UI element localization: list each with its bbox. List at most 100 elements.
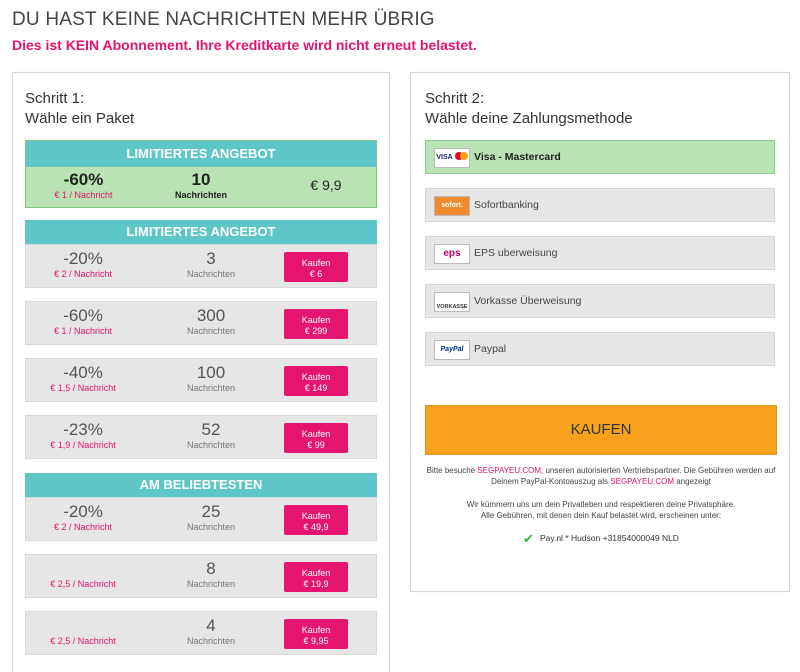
unit-price: € 2 / Nachricht — [53, 522, 113, 532]
count-label: Nachrichten — [186, 269, 236, 279]
buy-package-button[interactable]: Kaufen € 9,95 — [284, 619, 348, 649]
featured-discount-value: -60% — [63, 170, 104, 189]
count-label: Nachrichten — [186, 636, 236, 646]
package-row: -20% € 2 / Nachricht 25 Nachrichten Kaufen… — [25, 497, 377, 541]
discount-value: -20% — [63, 502, 103, 521]
package-discount: -20% € 2 / Nachricht — [38, 249, 128, 279]
count-label: Nachrichten — [186, 383, 236, 393]
payment-method-label: EPS uberweisung — [474, 247, 558, 259]
count-value: 100 — [196, 363, 226, 382]
package-count: 100 Nachrichten — [176, 363, 246, 393]
payment-method-label: Sofortbanking — [474, 199, 539, 211]
unit-price: € 1 / Nachricht — [53, 326, 113, 336]
package-discount: € 2,5 / Nachricht — [38, 559, 128, 589]
package-discount: -60% € 1 / Nachricht — [38, 306, 128, 336]
buy-package-button[interactable]: Kaufen € 49,9 — [284, 505, 348, 535]
unit-price: € 2,5 / Nachricht — [50, 579, 116, 589]
featured-offer[interactable]: LIMITIERTES ANGEBOT -60% € 1 / Nachricht… — [25, 140, 377, 208]
buy-price: € 9,95 — [303, 636, 329, 646]
discount-value: -23% — [63, 420, 103, 439]
count-value: 8 — [206, 559, 216, 578]
count-value: 25 — [201, 502, 221, 521]
package-row: -40% € 1,5 / Nachricht 100 Nachrichten Kau… — [25, 358, 377, 402]
privacy-info-line: Wir kümmern uns um dein Privatleben und … — [466, 500, 736, 509]
featured-count-value: 10 — [191, 170, 211, 189]
billing-info-text: angezeigt — [673, 477, 711, 486]
package-row: -60% € 1 / Nachricht 300 Nachrichten Kaufe… — [25, 301, 377, 345]
privacy-info: Wir kümmern uns um dein Privatleben und … — [423, 499, 779, 521]
buy-price: € 49,9 — [303, 522, 329, 532]
payment-method-eps[interactable]: eps EPS uberweisung — [425, 236, 775, 270]
package-row: -23% € 1,9 / Nachricht 52 Nachrichten Kauf… — [25, 415, 377, 459]
count-label: Nachrichten — [186, 579, 236, 589]
unit-price: € 1,9 / Nachricht — [50, 440, 116, 450]
segpay-link[interactable]: SEGPAYEU.COM — [610, 477, 674, 486]
segpay-link[interactable]: SEGPAYEU.COM — [477, 466, 542, 475]
count-value: 52 — [201, 420, 221, 439]
count-label: Nachrichten — [186, 326, 236, 336]
package-discount: -40% € 1,5 / Nachricht — [38, 363, 128, 393]
unit-price: € 2 / Nachricht — [53, 269, 113, 279]
buy-label: Kaufen — [301, 372, 331, 382]
page-title: DU HAST KEINE NACHRICHTEN MEHR ÜBRIG — [12, 9, 435, 30]
kaufen-button[interactable]: KAUFEN — [425, 405, 777, 455]
featured-count: 10 Nachrichten — [166, 170, 236, 200]
featured-discount: -60% € 1 / Nachricht — [36, 170, 131, 200]
group-header-popular: AM BELIEBTESTEN — [25, 473, 377, 497]
payment-method-paypal[interactable]: PayPal Paypal — [425, 332, 775, 366]
discount-value — [38, 616, 128, 636]
discount-value: -60% — [63, 306, 103, 325]
buy-label: Kaufen — [301, 625, 331, 635]
payment-method-label: Vorkasse Überweisung — [474, 295, 582, 307]
package-count: 4 Nachrichten — [176, 616, 246, 646]
package-panel: Schritt 1: Wähle ein Paket LIMITIERTES A… — [12, 72, 390, 672]
buy-package-button[interactable]: Kaufen € 99 — [284, 423, 348, 453]
package-row: € 2,5 / Nachricht 8 Nachrichten Kaufen € 1… — [25, 554, 377, 598]
featured-offer-header: LIMITIERTES ANGEBOT — [26, 141, 376, 167]
count-value: 3 — [206, 249, 216, 268]
buy-label: Kaufen — [301, 568, 331, 578]
package-discount: -20% € 2 / Nachricht — [38, 502, 128, 532]
buy-price: € 299 — [304, 326, 328, 336]
buy-package-button[interactable]: Kaufen € 6 — [284, 252, 348, 282]
buy-label: Kaufen — [301, 511, 331, 521]
step2-title: Wähle deine Zahlungsmethode — [425, 110, 633, 127]
featured-unit-price: € 1 / Nachricht — [54, 190, 113, 200]
featured-offer-body: -60% € 1 / Nachricht 10 Nachrichten € 9,… — [26, 167, 376, 207]
buy-price: € 6 — [309, 269, 323, 279]
discount-value — [38, 559, 128, 579]
payment-method-sofort[interactable]: sofort. Sofortbanking — [425, 188, 775, 222]
unit-price: € 2,5 / Nachricht — [50, 636, 116, 646]
step1-title: Wähle ein Paket — [25, 110, 135, 127]
package-count: 3 Nachrichten — [176, 249, 246, 279]
payment-method-visa-mastercard[interactable]: VISA Visa - Mastercard — [425, 140, 775, 174]
count-value: 300 — [196, 306, 226, 325]
vorkasse-icon: VORKASSE — [434, 292, 470, 312]
count-label: Nachrichten — [186, 522, 236, 532]
package-count: 8 Nachrichten — [176, 559, 246, 589]
package-count: 25 Nachrichten — [176, 502, 246, 532]
package-count: 52 Nachrichten — [176, 420, 246, 450]
package-discount: -23% € 1,9 / Nachricht — [38, 420, 128, 450]
paypal-icon: PayPal — [434, 340, 470, 360]
merchant-text: Pay.nl * Hudson +31854000049 NLD — [539, 533, 679, 543]
featured-count-label: Nachrichten — [174, 190, 227, 200]
featured-price: € 9,9 — [310, 177, 342, 193]
unit-price: € 1,5 / Nachricht — [50, 383, 116, 393]
buy-label: Kaufen — [301, 315, 331, 325]
payment-method-vorkasse[interactable]: VORKASSE Vorkasse Überweisung — [425, 284, 775, 318]
eps-icon: eps — [434, 244, 470, 264]
buy-package-button[interactable]: Kaufen € 299 — [284, 309, 348, 339]
sofort-icon: sofort. — [434, 196, 470, 216]
buy-package-button[interactable]: Kaufen € 149 — [284, 366, 348, 396]
privacy-info-line: Alle Gebühren, mit denen dein Kauf belas… — [480, 511, 722, 520]
buy-package-button[interactable]: Kaufen € 19,9 — [284, 562, 348, 592]
step1-number: Schritt 1: — [25, 90, 85, 107]
discount-value: -20% — [63, 249, 103, 268]
checkmark-icon: ✔ — [523, 531, 534, 546]
payment-method-label: Paypal — [474, 343, 507, 355]
billing-info-text: Bitte besuche — [426, 466, 478, 475]
buy-price: € 19,9 — [303, 579, 329, 589]
buy-label: Kaufen — [301, 258, 331, 268]
package-count: 300 Nachrichten — [176, 306, 246, 336]
